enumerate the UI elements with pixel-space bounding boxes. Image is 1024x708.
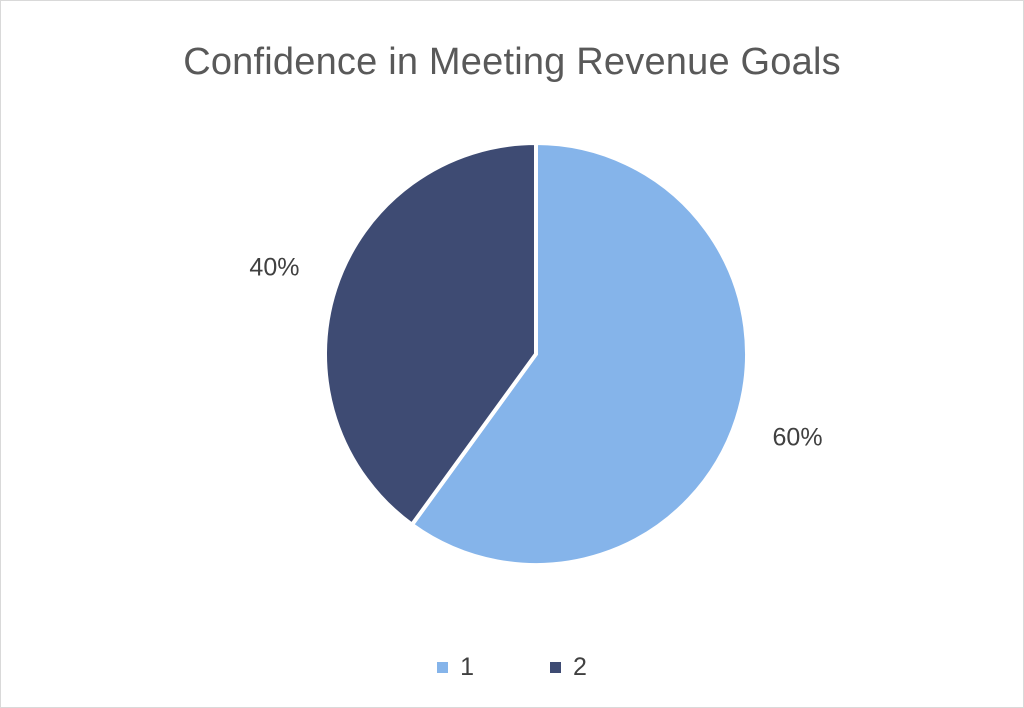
legend-swatch <box>550 662 561 673</box>
data-label-1: 60% <box>773 424 823 452</box>
legend-swatch <box>437 662 449 673</box>
pie-slice-2 <box>323 140 538 528</box>
legend-label: 2 <box>573 653 587 681</box>
data-label-2: 40% <box>249 254 299 282</box>
chart-title: Confidence in Meeting Revenue Goals <box>183 41 841 83</box>
legend-item-2: 2 <box>550 653 587 682</box>
legend-label: 1 <box>460 653 474 681</box>
legend-item-1: 1 <box>437 653 474 682</box>
pie-slice-1 <box>409 140 749 567</box>
